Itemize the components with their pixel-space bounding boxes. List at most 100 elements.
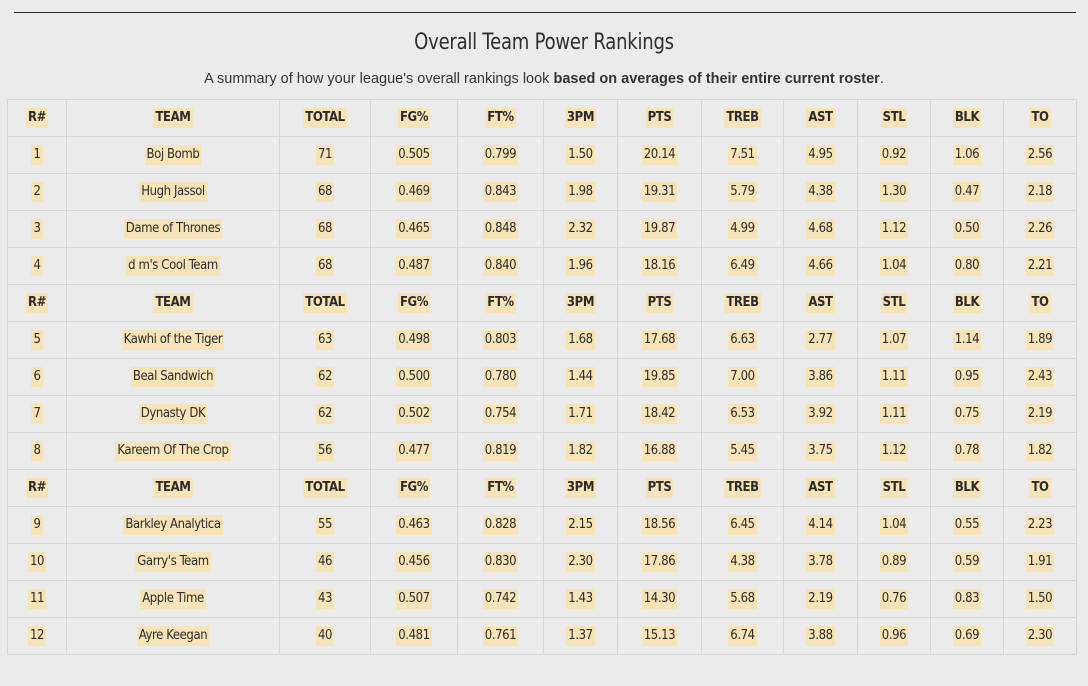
cell-stl: 0.96	[857, 617, 931, 655]
header-cell-team[interactable]: TEAM	[66, 284, 280, 322]
cell-team: Hugh Jassol	[66, 173, 280, 211]
cell-fg-pct: 0.498	[370, 321, 458, 359]
cell-value: 1.43	[566, 589, 595, 609]
header-cell-pts[interactable]: PTS	[617, 469, 702, 507]
header-cell-stl[interactable]: STL	[857, 284, 931, 322]
header-cell-ft-pct[interactable]: FT%	[457, 469, 544, 507]
cell-value: 0.465	[396, 219, 432, 239]
cell-team: Dame of Thrones	[66, 210, 280, 248]
cell-value: Dame of Thrones	[123, 219, 223, 239]
header-cell-total[interactable]: TOTAL	[279, 99, 371, 137]
header-label: R#	[25, 293, 48, 313]
header-cell-stl[interactable]: STL	[857, 99, 931, 137]
cell-value: 3.92	[806, 404, 835, 424]
cell-blk: 1.06	[930, 136, 1004, 174]
cell-value: d m's Cool Team	[126, 256, 220, 276]
header-cell-ast[interactable]: AST	[783, 469, 858, 507]
header-cell-pts[interactable]: PTS	[617, 99, 702, 137]
header-cell-team[interactable]: TEAM	[66, 469, 280, 507]
cell-team: Dynasty DK	[66, 395, 280, 433]
header-label: FG%	[397, 293, 431, 313]
cell-treb: 5.79	[701, 173, 784, 211]
cell-blk: 0.95	[930, 358, 1004, 396]
header-cell-total[interactable]: TOTAL	[279, 469, 371, 507]
cell-to: 2.21	[1003, 247, 1077, 285]
cell-value: 1.04	[879, 256, 909, 276]
header-cell-to[interactable]: TO	[1003, 469, 1077, 507]
header-cell-rank[interactable]: R#	[7, 99, 67, 137]
cell-3pm: 2.15	[543, 506, 618, 544]
header-cell-blk[interactable]: BLK	[930, 284, 1004, 322]
cell-ast: 3.92	[783, 395, 858, 433]
header-cell-rank[interactable]: R#	[7, 284, 67, 322]
header-cell-to[interactable]: TO	[1003, 284, 1077, 322]
cell-pts: 19.31	[617, 173, 702, 211]
header-label: AST	[806, 293, 835, 313]
header-cell-ft-pct[interactable]: FT%	[457, 99, 544, 137]
header-label: STL	[880, 478, 908, 498]
header-cell-ft-pct[interactable]: FT%	[457, 284, 544, 322]
cell-blk: 0.55	[930, 506, 1004, 544]
header-cell-ast[interactable]: AST	[783, 284, 858, 322]
cell-value: 62	[315, 367, 335, 387]
header-cell-ast[interactable]: AST	[783, 99, 858, 137]
table-row: 9 Barkley Analytica 55 0.463 0.828 2.15 18.56 6…	[7, 506, 1077, 544]
header-cell-total[interactable]: TOTAL	[279, 284, 371, 322]
header-cell-treb[interactable]: TREB	[701, 469, 784, 507]
cell-value: 0.69	[952, 626, 982, 646]
cell-blk: 0.80	[930, 247, 1004, 285]
cell-team: Ayre Keegan	[66, 617, 280, 655]
cell-value: 4.66	[806, 256, 835, 276]
header-cell-blk[interactable]: BLK	[930, 99, 1004, 137]
table-row: 6 Beal Sandwich 62 0.500 0.780 1.44 19.85 7.00 3…	[7, 358, 1077, 396]
header-cell-stl[interactable]: STL	[857, 469, 931, 507]
cell-value: 2.26	[1025, 219, 1055, 239]
cell-total: 46	[279, 543, 371, 581]
header-cell-blk[interactable]: BLK	[930, 469, 1004, 507]
header-cell-treb[interactable]: TREB	[701, 99, 784, 137]
cell-treb: 6.74	[701, 617, 784, 655]
header-cell-to[interactable]: TO	[1003, 99, 1077, 137]
cell-value: 0.89	[879, 552, 909, 572]
header-cell-fg-pct[interactable]: FG%	[370, 284, 458, 322]
top-divider	[14, 12, 1076, 13]
cell-value: 11	[27, 589, 47, 609]
cell-blk: 0.78	[930, 432, 1004, 470]
cell-3pm: 2.32	[543, 210, 618, 248]
header-label: 3PM	[564, 108, 597, 128]
cell-3pm: 1.43	[543, 580, 618, 618]
cell-fg-pct: 0.481	[370, 617, 458, 655]
header-cell-team[interactable]: TEAM	[66, 99, 280, 137]
rankings-body: R# TEAM TOTAL FG% FT% 3PM PTS TREB AST STL BLK TO 1 B…	[7, 99, 1077, 655]
cell-blk: 0.47	[930, 173, 1004, 211]
cell-fg-pct: 0.463	[370, 506, 458, 544]
cell-value: 15.13	[641, 626, 678, 646]
cell-value: 2.23	[1025, 515, 1055, 535]
header-cell-fg-pct[interactable]: FG%	[370, 99, 458, 137]
cell-value: 0.843	[482, 182, 519, 202]
cell-pts: 15.13	[617, 617, 702, 655]
header-label: STL	[880, 108, 908, 128]
cell-value: 1.50	[1025, 589, 1055, 609]
table-row: 4 d m's Cool Team 68 0.487 0.840 1.96 18.16 6.4…	[7, 247, 1077, 285]
cell-stl: 0.89	[857, 543, 931, 581]
cell-to: 2.26	[1003, 210, 1077, 248]
header-cell-treb[interactable]: TREB	[701, 284, 784, 322]
header-cell-fg-pct[interactable]: FG%	[370, 469, 458, 507]
header-cell-3pm[interactable]: 3PM	[543, 284, 618, 322]
header-cell-pts[interactable]: PTS	[617, 284, 702, 322]
header-cell-3pm[interactable]: 3PM	[543, 469, 618, 507]
cell-value: 1.11	[879, 367, 909, 387]
cell-value: 2.43	[1025, 367, 1055, 387]
cell-ft-pct: 0.799	[457, 136, 544, 174]
cell-value: 0.469	[396, 182, 432, 202]
cell-value: 4.38	[806, 182, 835, 202]
header-label: PTS	[645, 293, 674, 313]
header-cell-3pm[interactable]: 3PM	[543, 99, 618, 137]
cell-value: 3.86	[806, 367, 835, 387]
cell-value: 0.463	[396, 515, 432, 535]
cell-ast: 4.95	[783, 136, 858, 174]
header-cell-rank[interactable]: R#	[7, 469, 67, 507]
cell-total: 68	[279, 247, 371, 285]
header-label: TO	[1029, 108, 1051, 128]
